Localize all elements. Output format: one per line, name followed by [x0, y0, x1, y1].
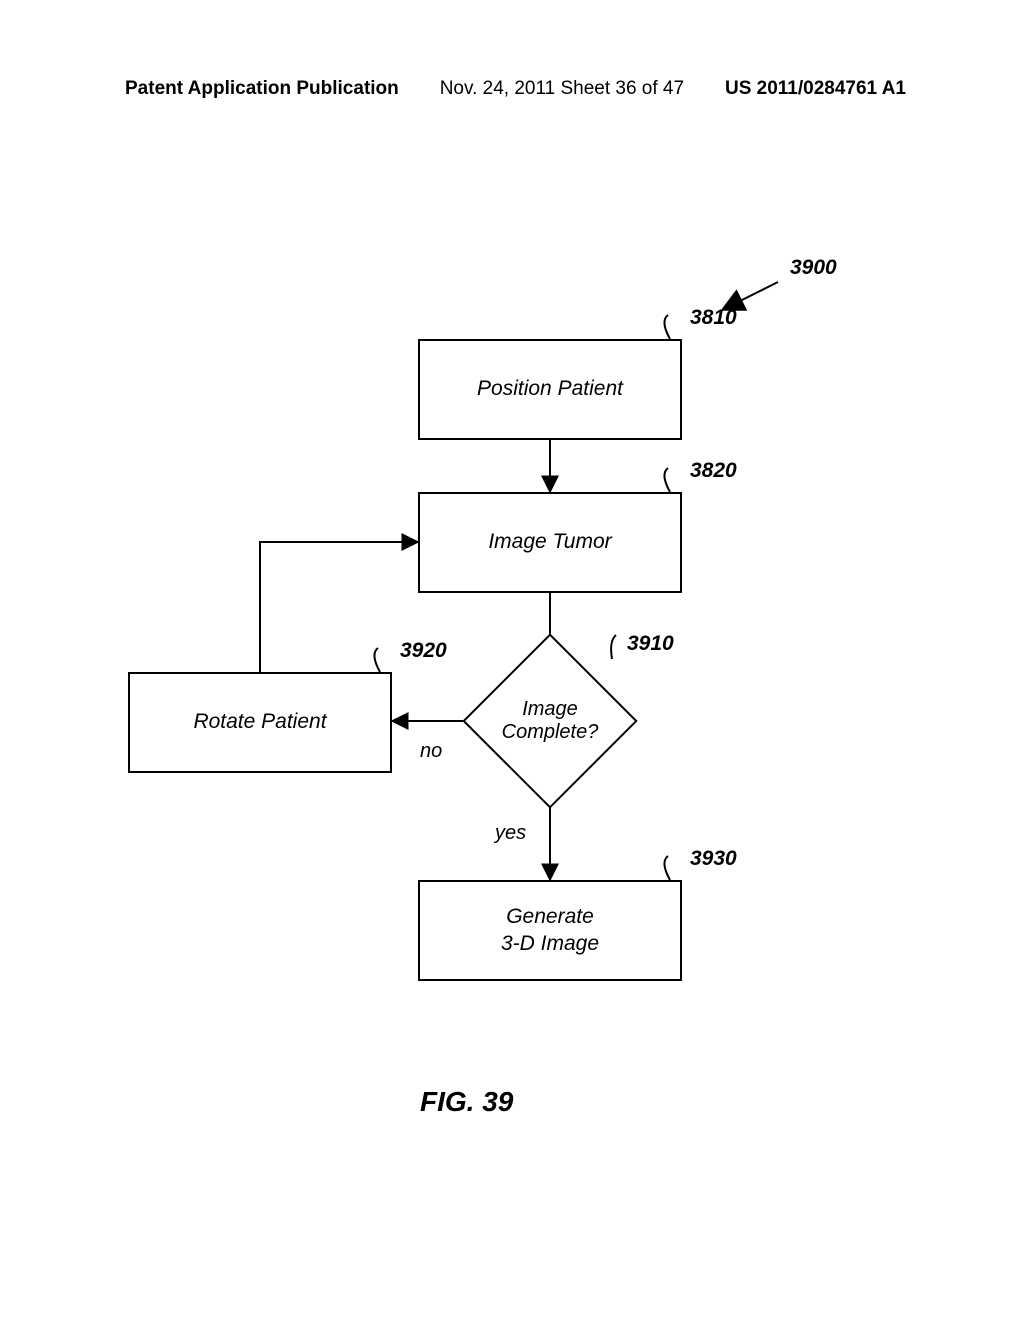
ref-3810: 3810: [690, 306, 737, 330]
node-label: Rotate Patient: [193, 709, 326, 735]
flowchart-canvas: Position Patient Image Tumor Rotate Pati…: [0, 0, 1024, 1320]
ref-3910: 3910: [627, 632, 674, 656]
node-image-tumor: Image Tumor: [418, 492, 682, 593]
node-label: Image Tumor: [488, 529, 611, 555]
node-label: ImageComplete?: [502, 698, 599, 744]
node-decision: ImageComplete?: [488, 659, 612, 783]
ref-3820: 3820: [690, 459, 737, 483]
node-rotate-patient: Rotate Patient: [128, 672, 392, 773]
ref-3920: 3920: [400, 639, 447, 663]
node-label: Generate3-D Image: [501, 904, 599, 957]
node-position-patient: Position Patient: [418, 339, 682, 440]
edge-label-yes: yes: [495, 822, 526, 845]
edge-label-no: no: [420, 740, 442, 763]
node-generate-3d: Generate3-D Image: [418, 880, 682, 981]
ref-3900: 3900: [790, 256, 837, 280]
figure-caption: FIG. 39: [420, 1086, 513, 1118]
node-label: Position Patient: [477, 376, 623, 402]
ref-3930: 3930: [690, 847, 737, 871]
